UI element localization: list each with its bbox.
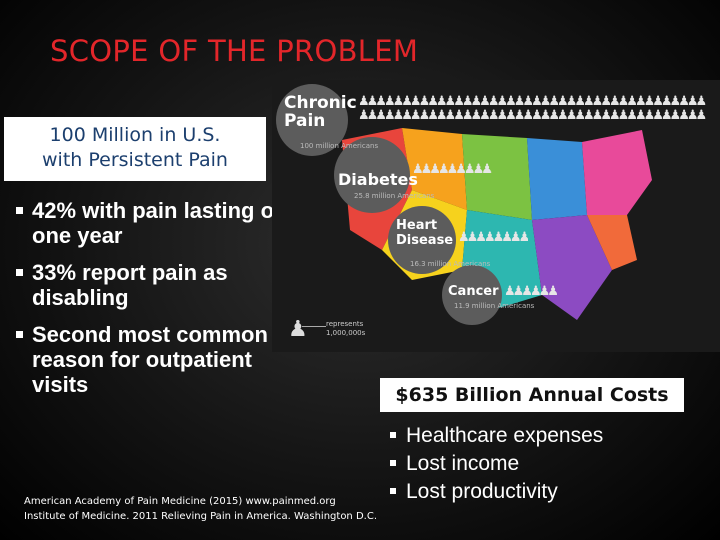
diabetes-label: Diabetes [338, 170, 418, 189]
cost-item: Lost productivity [388, 478, 603, 506]
map-region-mountain [402, 128, 467, 210]
annual-costs-box: $635 Billion Annual Costs [380, 378, 684, 412]
legend-text: represents 1,000,000s [326, 320, 366, 337]
heart-disease-bubble [388, 206, 456, 274]
heart-disease-label: Heart Disease [396, 218, 454, 248]
legend-divider [302, 326, 326, 327]
diabetes-count: 25.8 million Americans [354, 192, 435, 200]
reference-line: American Academy of Pain Medicine (2015)… [24, 496, 336, 507]
cost-item: Lost income [388, 450, 603, 478]
people-row-heart-disease: ♟♟♟♟♟♟♟♟ [458, 230, 528, 244]
people-row-chronic-pain-2: ♟♟♟♟♟♟♟♟♟♟♟♟♟♟♟♟♟♟♟♟♟♟♟♟♟♟♟♟♟♟♟♟♟♟♟♟♟♟♟♟ [358, 108, 707, 122]
map-region-northeast [582, 130, 652, 215]
infographic-image: ♟♟♟♟♟♟♟♟♟♟♟♟♟♟♟♟♟♟♟♟♟♟♟♟♟♟♟♟♟♟♟♟♟♟♟♟♟♟♟♟… [272, 80, 720, 352]
people-row-cancer: ♟♟♟♟♟♟ [504, 284, 559, 298]
diabetes-bubble [334, 137, 410, 213]
chronic-pain-count: 100 million Americans [300, 142, 379, 150]
chronic-pain-bubble [276, 84, 348, 156]
cost-item: Healthcare expenses [388, 422, 603, 450]
chronic-pain-label: Chronic Pain [284, 93, 357, 131]
reference-line: Institute of Medicine. 2011 Relieving Pa… [24, 511, 377, 522]
person-icon: ♟ [288, 316, 308, 341]
map-region-east [587, 215, 637, 270]
cancer-label: Cancer [448, 284, 499, 299]
map-region-southeast [532, 215, 612, 320]
bullet-item: 33% report pain as disabling [14, 260, 314, 310]
headline-box: 100 Million in U.S. with Persistent Pain [4, 117, 266, 181]
headline-line-1: 100 Million in U.S. [49, 124, 221, 146]
bullet-list: 42% with pain lasting over one year 33% … [14, 198, 314, 409]
us-map-graphic [276, 84, 652, 325]
map-region-plains [462, 134, 532, 220]
bullet-item: Second most common reason for outpatient… [14, 322, 314, 397]
bullet-item: 42% with pain lasting over one year [14, 198, 314, 248]
map-region-midwest [527, 138, 587, 220]
costs-list: Healthcare expenses Lost income Lost pro… [388, 422, 603, 506]
cancer-count: 11.9 million Americans [454, 302, 535, 310]
headline-line-2: with Persistent Pain [42, 149, 228, 171]
heart-disease-count: 16.3 million Americans [410, 260, 491, 268]
slide-title: SCOPE OF THE PROBLEM [50, 34, 419, 68]
references: American Academy of Pain Medicine (2015)… [24, 494, 377, 524]
people-row-chronic-pain: ♟♟♟♟♟♟♟♟♟♟♟♟♟♟♟♟♟♟♟♟♟♟♟♟♟♟♟♟♟♟♟♟♟♟♟♟♟♟♟♟ [358, 94, 707, 108]
people-row-diabetes: ♟♟♟♟♟♟♟♟♟♟ [412, 162, 492, 176]
cancer-bubble [442, 265, 502, 325]
